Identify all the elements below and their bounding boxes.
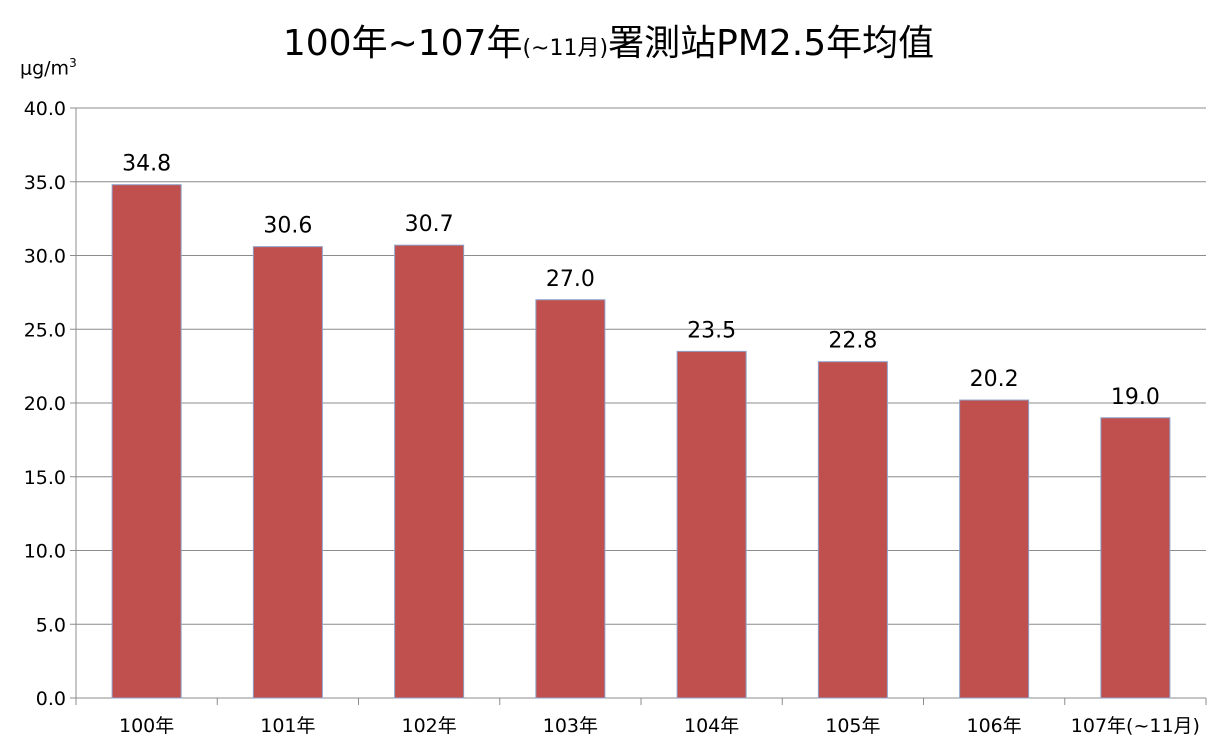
y-tick-label: 20.0 bbox=[24, 393, 66, 415]
data-label: 34.8 bbox=[122, 152, 171, 177]
unit-superscript: 3 bbox=[69, 56, 77, 70]
x-tick-label: 104年 bbox=[684, 715, 739, 737]
bar bbox=[676, 350, 747, 699]
y-tick-label: 35.0 bbox=[24, 172, 66, 194]
data-label: 23.5 bbox=[687, 318, 736, 343]
bar bbox=[394, 244, 465, 699]
x-tick-label: 102年 bbox=[401, 715, 456, 737]
bar bbox=[535, 299, 606, 699]
data-label: 19.0 bbox=[1111, 385, 1160, 410]
chart-title-small: (~11月) bbox=[522, 36, 609, 61]
y-tick-label: 30.0 bbox=[24, 246, 66, 268]
x-tick-label: 101年 bbox=[260, 715, 315, 737]
x-tick-label: 106年 bbox=[966, 715, 1021, 737]
bar bbox=[252, 246, 323, 699]
x-tick-label: 105年 bbox=[825, 715, 880, 737]
y-tick-label: 40.0 bbox=[24, 98, 66, 120]
data-label: 22.8 bbox=[828, 329, 877, 354]
unit-base: μg/m bbox=[20, 57, 70, 80]
data-label: 27.0 bbox=[546, 267, 595, 292]
y-tick-label: 5.0 bbox=[36, 614, 66, 636]
bar bbox=[959, 399, 1030, 699]
bar bbox=[1100, 417, 1171, 699]
x-tick-label: 103年 bbox=[543, 715, 598, 737]
data-label: 20.2 bbox=[970, 367, 1019, 392]
bar bbox=[111, 184, 182, 699]
y-tick-label: 25.0 bbox=[24, 319, 66, 341]
y-tick-label: 15.0 bbox=[24, 467, 66, 489]
chart-title-main-b: 署測站PM2.5年均值 bbox=[608, 23, 935, 64]
y-tick-label: 0.0 bbox=[36, 688, 66, 710]
x-tick-label: 100年 bbox=[119, 715, 174, 737]
chart-title-main-a: 100年~107年 bbox=[282, 23, 523, 64]
data-label: 30.7 bbox=[405, 212, 454, 237]
bar bbox=[817, 361, 888, 699]
y-axis-unit-label: μg/m3 bbox=[20, 56, 77, 79]
y-tick-label: 10.0 bbox=[24, 541, 66, 563]
chart-title: 100年~107年(~11月)署測站PM2.5年均值 bbox=[0, 14, 1217, 66]
data-label: 30.6 bbox=[263, 214, 312, 239]
x-tick-label: 107年(~11月) bbox=[1071, 715, 1200, 737]
